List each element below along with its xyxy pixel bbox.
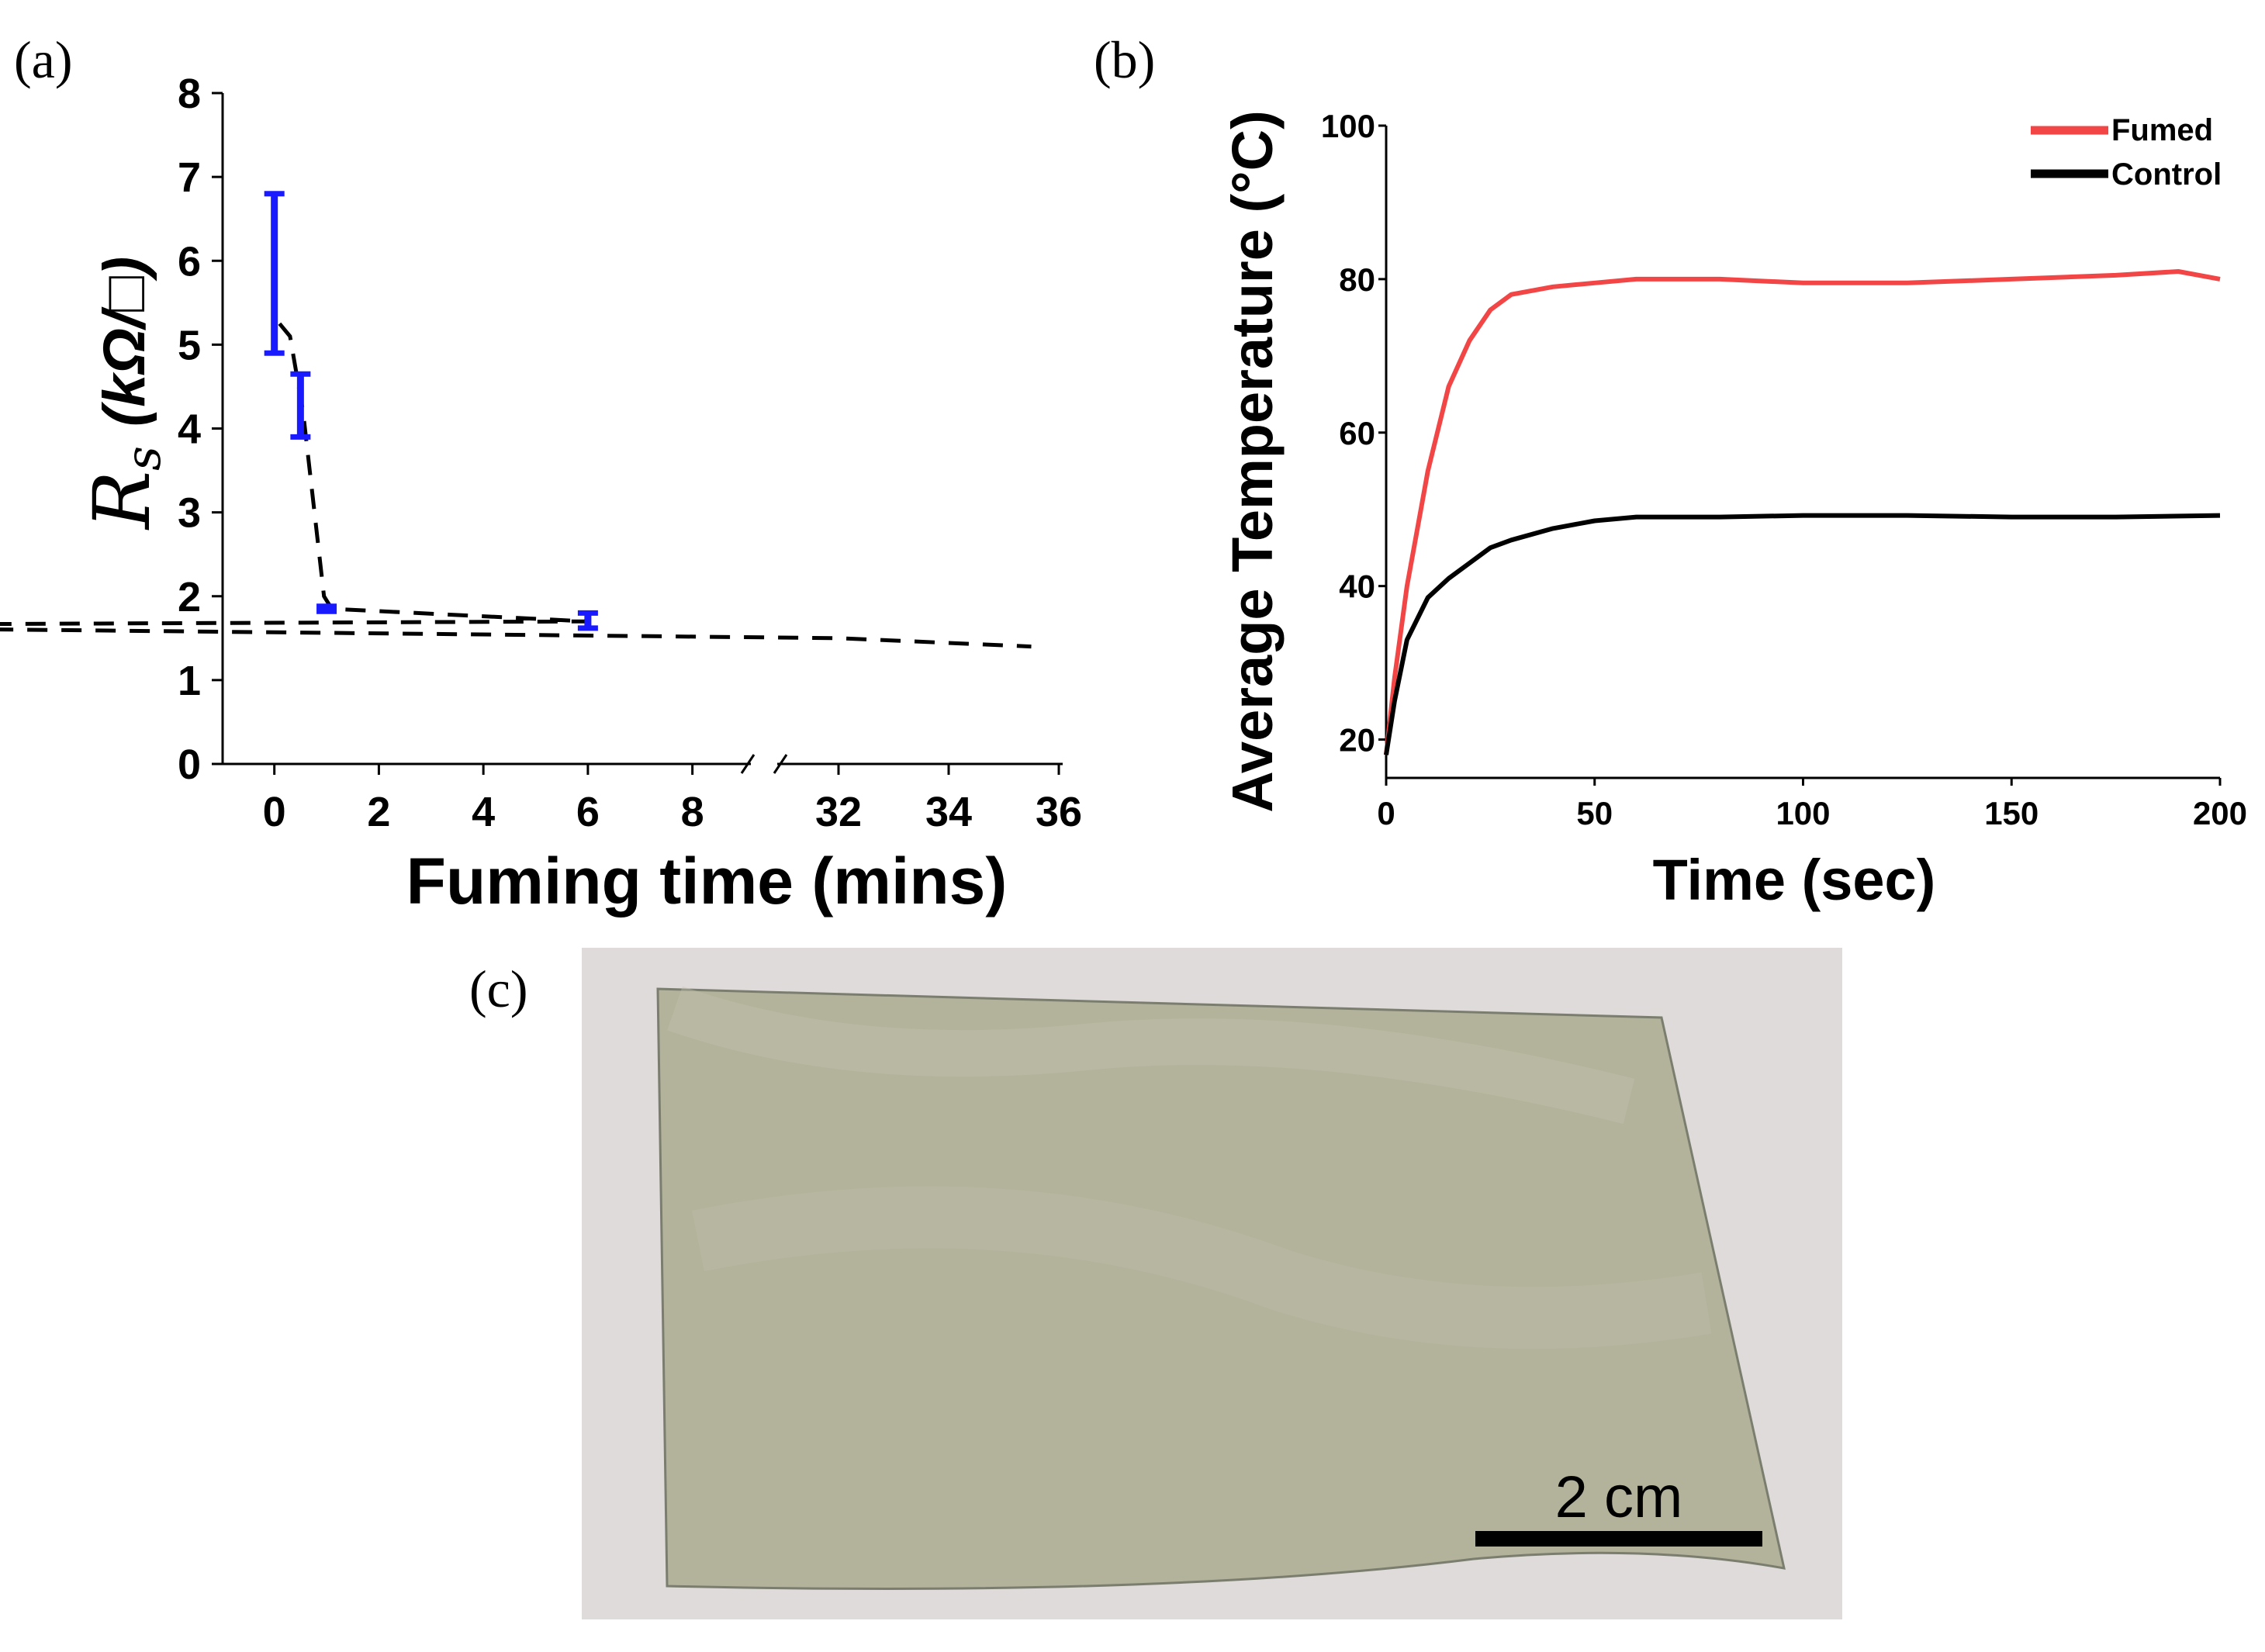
chart-b-y-tick-label: 80 [1339, 261, 1375, 298]
chart-a-axes [221, 93, 1063, 774]
scale-bar-label: 2 cm [1555, 1464, 1683, 1530]
chart-b-x-tick-label: 150 [1984, 795, 2039, 831]
chart-a-x-tick-label: 2 [367, 789, 390, 835]
chart-a-y-tick-label: 3 [178, 490, 201, 537]
chart-b-y-ticks: 20 40 60 80 100 [1321, 108, 1386, 759]
legend-label-control: Control [2111, 157, 2222, 192]
chart-b-y-tick-label: 60 [1339, 415, 1375, 451]
chart-b-y-tick-label: 20 [1339, 722, 1375, 759]
legend-label-fumed: Fumed [2111, 113, 2213, 147]
photo-film [656, 987, 1786, 1590]
chart-a-y-tick-label: 7 [178, 154, 201, 201]
chart-a-x-tick-label: 6 [576, 789, 600, 835]
chart-a-series [0, 191, 1032, 649]
chart-a-y-tick-label: 4 [178, 406, 201, 453]
photo-film-sample: 2 cm [582, 948, 1842, 1619]
chart-a-y-axis-units: (kΩ/□) [92, 257, 157, 427]
chart-a-x-tick-label: 4 [472, 789, 495, 835]
chart-b-x-tick-label: 50 [1576, 795, 1613, 831]
chart-a-y-tick-label: 8 [178, 71, 201, 117]
chart-b-legend: Fumed Control [2031, 113, 2222, 192]
photo-film-sheen-2 [692, 1186, 1712, 1350]
chart-a-y-tick-label: 2 [178, 574, 201, 620]
svg-text:Rs: Rs [77, 446, 171, 531]
chart-b-x-tick-label: 100 [1776, 795, 1830, 831]
chart-b-y-axis-title: Average Temperature (°C) [1220, 110, 1285, 813]
chart-b-y-tick-label: 100 [1321, 108, 1375, 144]
chart-a-x-tick-label: 8 [681, 789, 704, 835]
chart-b-y-tick-label: 40 [1339, 569, 1375, 605]
panel-a-label: (a) [14, 30, 72, 89]
chart-b-temperature: 20 40 60 80 100 0 50 100 150 200 Time (sec) Aver… [1220, 108, 2247, 912]
chart-a-x-tick-label: 32 [815, 789, 862, 835]
chart-b-series-line-control [1384, 513, 2221, 755]
chart-a-y-tick-label: 0 [178, 741, 201, 788]
chart-b-series-line-fumed [1384, 269, 2221, 755]
chart-a-y-tick-label: 1 [178, 658, 201, 704]
chart-a-y-ticks: 0 1 2 3 4 5 6 7 8 [178, 71, 223, 788]
chart-a-fit-line [0, 322, 1032, 649]
chart-a-axis-break-mark [773, 754, 788, 774]
chart-a-y-tick-label: 6 [178, 238, 201, 285]
chart-b-x-tick-label: 0 [1377, 795, 1395, 831]
panel-c-label: (c) [469, 959, 527, 1018]
photo-film-sheen [667, 986, 1635, 1125]
chart-a-x-tick-label: 36 [1036, 789, 1082, 835]
chart-a-x-tick-label: 0 [263, 789, 286, 835]
chart-a-y-axis-symbol: R [77, 471, 168, 531]
chart-a-axis-break-mark [740, 754, 756, 774]
chart-a-y-axis-subscript: s [115, 446, 171, 471]
chart-b-x-tick-label: 200 [2193, 795, 2247, 831]
chart-b-x-ticks: 0 50 100 150 200 [1377, 778, 2247, 831]
chart-a-x-axis-title: Fuming time (mins) [406, 845, 1008, 918]
chart-a-x-ticks: 0 2 4 6 8 32 34 36 [263, 764, 1082, 835]
chart-a-y-tick-label: 5 [178, 322, 201, 368]
chart-a-y-axis-title: Rs (kΩ/□) [77, 257, 171, 531]
chart-b-series [1384, 269, 2221, 755]
panel-b-label: (b) [1094, 30, 1155, 89]
chart-a-x-tick-label: 34 [925, 789, 972, 835]
chart-b-axes [1385, 126, 2220, 779]
chart-b-x-axis-title: Time (sec) [1653, 848, 1936, 912]
